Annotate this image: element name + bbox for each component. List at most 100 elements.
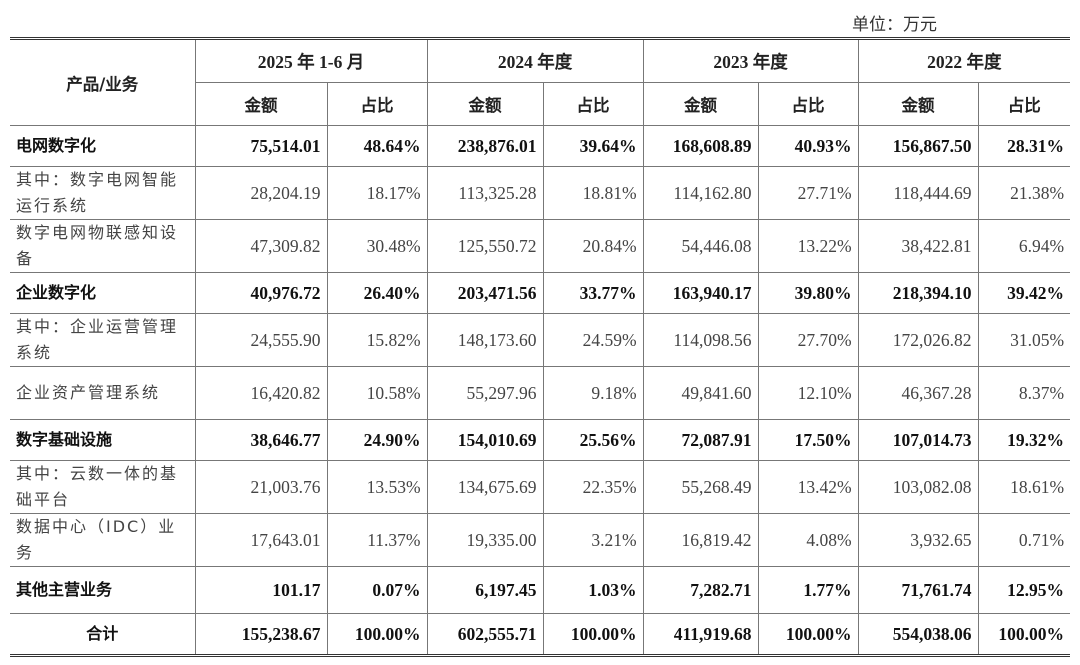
ratio-header: 占比 [326,82,428,126]
amount-cell: 7,282.71 [642,566,759,614]
ratio-cell: 25.56% [542,419,644,461]
table-row: 其中：数字电网智能运行系统 28,204.19 18.17% 113,325.28 18… [10,166,1071,220]
table-row: 企业数字化 40,976.72 26.40% 203,471.56 33.77% 163,… [10,272,1071,314]
ratio-cell: 39.64% [542,125,644,167]
row-label: 合计 [10,613,196,656]
row-label: 数字基础设施 [10,419,196,461]
amount-cell: 38,646.77 [194,419,328,461]
ratio-cell: 3.21% [542,513,644,567]
ratio-header: 占比 [977,82,1071,126]
amount-cell: 24,555.90 [194,313,328,367]
amount-cell: 114,098.56 [642,313,759,367]
table-row: 数字电网物联感知设备 47,309.82 30.48% 125,550.72 20.84… [10,219,1071,273]
ratio-cell: 26.40% [326,272,428,314]
amount-cell: 411,919.68 [642,613,759,656]
ratio-cell: 13.42% [757,460,859,514]
ratio-cell: 27.70% [757,313,859,367]
ratio-cell: 30.48% [326,219,428,273]
amount-cell: 168,608.89 [642,125,759,167]
row-label: 数字电网物联感知设备 [10,219,196,273]
ratio-header: 占比 [542,82,644,126]
ratio-cell: 18.61% [977,460,1071,514]
revenue-breakdown-table: 产品/业务 2025 年 1-6 月 2024 年度 2023 年度 2022 … [10,37,1071,657]
amount-cell: 6,197.45 [426,566,544,614]
ratio-cell: 8.37% [977,366,1071,420]
ratio-cell: 100.00% [326,613,428,656]
ratio-cell: 9.18% [542,366,644,420]
amount-cell: 28,204.19 [194,166,328,220]
row-label: 其中：数字电网智能运行系统 [10,166,196,220]
table-row: 其他主营业务 101.17 0.07% 6,197.45 1.03% 7,282.71 1.… [10,566,1071,614]
ratio-cell: 28.31% [977,125,1071,167]
table-row: 电网数字化 75,514.01 48.64% 238,876.01 39.64% 168,… [10,125,1071,167]
amount-cell: 101.17 [194,566,328,614]
ratio-cell: 1.03% [542,566,644,614]
amount-header: 金额 [857,82,979,126]
ratio-cell: 15.82% [326,313,428,367]
amount-cell: 125,550.72 [426,219,544,273]
amount-cell: 54,446.08 [642,219,759,273]
row-label: 其中：云数一体的基础平台 [10,460,196,514]
ratio-cell: 12.95% [977,566,1071,614]
ratio-cell: 18.17% [326,166,428,220]
ratio-cell: 6.94% [977,219,1071,273]
unit-label: 单位：万元 [852,15,937,35]
header-row-periods: 产品/业务 2025 年 1-6 月 2024 年度 2023 年度 2022 … [10,38,1071,126]
amount-cell: 203,471.56 [426,272,544,314]
ratio-header: 占比 [757,82,859,126]
amount-cell: 113,325.28 [426,166,544,220]
period-header: 2022 年度 [857,38,1071,83]
row-label: 电网数字化 [10,125,196,167]
amount-cell: 238,876.01 [426,125,544,167]
ratio-cell: 22.35% [542,460,644,514]
amount-cell: 17,643.01 [194,513,328,567]
amount-cell: 114,162.80 [642,166,759,220]
ratio-cell: 48.64% [326,125,428,167]
period-header: 2023 年度 [642,38,859,83]
amount-cell: 47,309.82 [194,219,328,273]
row-label: 其中：企业运营管理系统 [10,313,196,367]
ratio-cell: 10.58% [326,366,428,420]
amount-header: 金额 [642,82,759,126]
amount-cell: 40,976.72 [194,272,328,314]
ratio-cell: 100.00% [542,613,644,656]
ratio-cell: 18.81% [542,166,644,220]
ratio-cell: 13.22% [757,219,859,273]
ratio-cell: 17.50% [757,419,859,461]
amount-cell: 155,238.67 [194,613,328,656]
amount-cell: 118,444.69 [857,166,979,220]
amount-cell: 3,932.65 [857,513,979,567]
ratio-cell: 11.37% [326,513,428,567]
row-label: 企业资产管理系统 [10,366,196,420]
amount-cell: 71,761.74 [857,566,979,614]
amount-cell: 172,026.82 [857,313,979,367]
ratio-cell: 0.71% [977,513,1071,567]
amount-cell: 16,819.42 [642,513,759,567]
amount-cell: 148,173.60 [426,313,544,367]
ratio-cell: 0.07% [326,566,428,614]
ratio-cell: 33.77% [542,272,644,314]
table-row: 数据中心（IDC）业务 17,643.01 11.37% 19,335.00 3.21%… [10,513,1071,567]
amount-header: 金额 [195,82,328,126]
amount-cell: 72,087.91 [642,419,759,461]
table-row: 企业资产管理系统 16,420.82 10.58% 55,297.96 9.18% 49,… [10,366,1071,420]
ratio-cell: 24.90% [326,419,428,461]
amount-cell: 49,841.60 [642,366,759,420]
ratio-cell: 20.84% [542,219,644,273]
ratio-cell: 19.32% [977,419,1071,461]
amount-cell: 55,297.96 [426,366,544,420]
amount-cell: 107,014.73 [857,419,979,461]
amount-cell: 38,422.81 [857,219,979,273]
table-row: 其中：云数一体的基础平台 21,003.76 13.53% 134,675.69 22.… [10,460,1071,514]
amount-cell: 75,514.01 [194,125,328,167]
row-label: 其他主营业务 [10,566,196,614]
ratio-cell: 4.08% [757,513,859,567]
ratio-cell: 24.59% [542,313,644,367]
product-column-header: 产品/业务 [10,38,196,126]
amount-cell: 554,038.06 [857,613,979,656]
amount-cell: 218,394.10 [857,272,979,314]
ratio-cell: 1.77% [757,566,859,614]
amount-cell: 163,940.17 [642,272,759,314]
amount-cell: 46,367.28 [857,366,979,420]
ratio-cell: 100.00% [757,613,859,656]
